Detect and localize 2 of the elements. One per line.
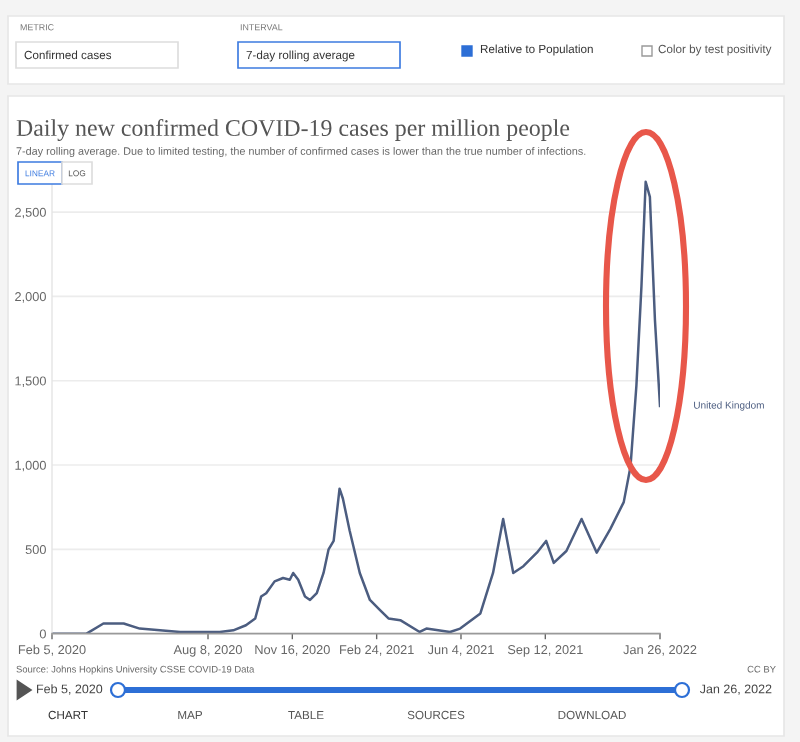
chart-title: Daily new confirmed COVID-19 cases per million people (16, 119, 570, 141)
line-series (52, 180, 660, 634)
